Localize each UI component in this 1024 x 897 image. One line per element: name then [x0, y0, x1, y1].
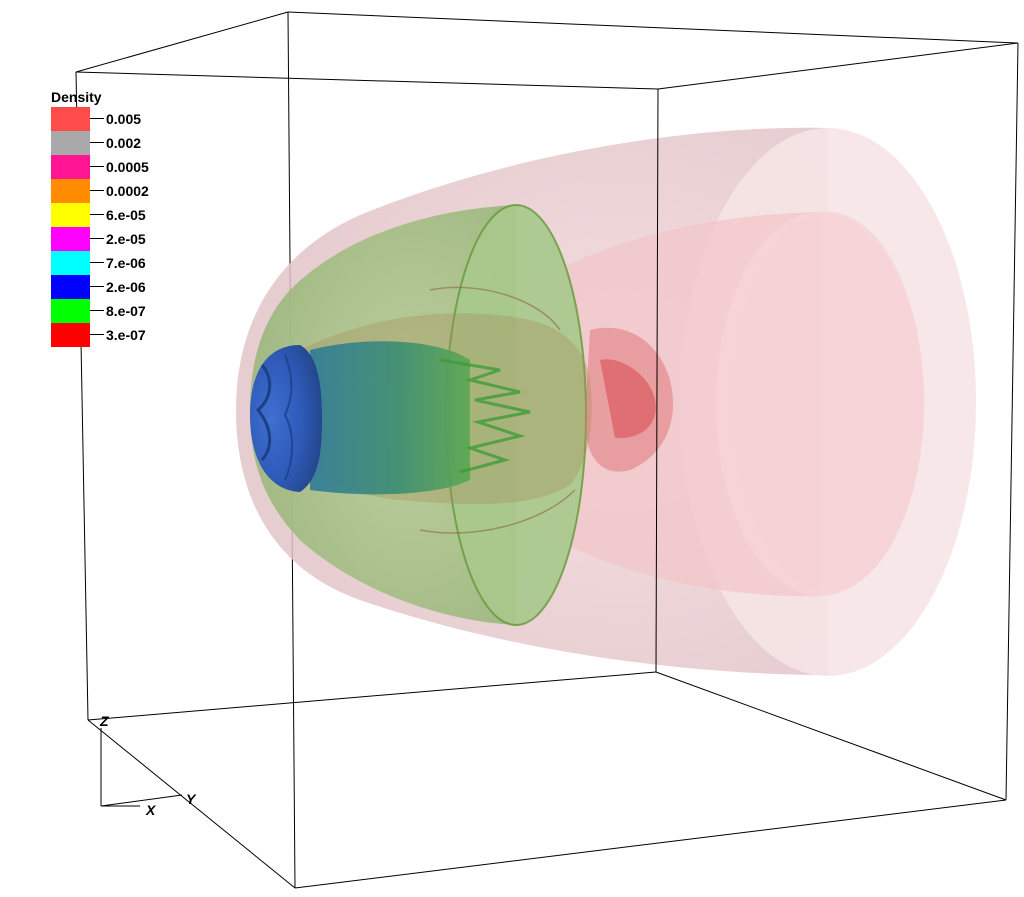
legend-tick [90, 190, 104, 191]
legend-label: 6.e-05 [106, 207, 146, 223]
legend-entry: 2.e-06 [50, 275, 190, 299]
legend-swatch [51, 155, 90, 179]
legend-label: 3.e-07 [106, 327, 146, 343]
legend-entry: 3.e-07 [50, 323, 190, 347]
legend-swatch [51, 107, 90, 131]
legend-entries: 0.005 0.002 0.0005 0.0002 6.e-05 2.e-05 7.e-06… [50, 107, 190, 347]
legend-swatch [51, 227, 90, 251]
bounding-box-front [75, 42, 1019, 889]
legend-tick [90, 166, 104, 167]
legend-label: 0.0005 [106, 159, 149, 175]
legend-label: 8.e-07 [106, 303, 146, 319]
legend-label: 2.e-05 [106, 231, 146, 247]
legend-label: 0.005 [106, 111, 142, 127]
legend-label: 0.002 [106, 135, 142, 151]
legend-swatch [51, 179, 90, 203]
axis-label-y: Y [186, 791, 196, 807]
legend-entry: 6.e-05 [50, 203, 190, 227]
legend-swatch [51, 203, 90, 227]
legend-swatch [51, 323, 90, 347]
legend-label: 0.0002 [106, 183, 149, 199]
legend-entry: 0.002 [50, 131, 190, 155]
legend-tick [90, 334, 104, 335]
legend-entry: 8.e-07 [50, 299, 190, 323]
legend-tick [90, 262, 104, 263]
legend-title: Density [51, 89, 102, 105]
legend-label: 7.e-06 [106, 255, 146, 271]
legend-swatch [51, 251, 90, 275]
legend-entry: 0.005 [50, 107, 190, 131]
legend-label: 2.e-06 [106, 279, 146, 295]
density-legend: Density 0.005 0.002 0.0005 0.0002 6.e-05 2.e-… [50, 87, 190, 347]
legend-tick [90, 214, 104, 215]
legend-swatch [51, 275, 90, 299]
legend-entry: 7.e-06 [50, 251, 190, 275]
jet-head [250, 341, 531, 495]
legend-entry: 2.e-05 [50, 227, 190, 251]
legend-entry: 0.0005 [50, 155, 190, 179]
legend-swatch [51, 299, 90, 323]
axis-label-x: X [146, 802, 156, 818]
legend-tick [90, 286, 104, 287]
orientation-axes [100, 728, 183, 807]
legend-tick [90, 118, 104, 119]
legend-tick [90, 238, 104, 239]
legend-entry: 0.0002 [50, 179, 190, 203]
axis-label-z: Z [100, 713, 109, 729]
legend-swatch [51, 131, 90, 155]
legend-tick [90, 310, 104, 311]
legend-tick [90, 142, 104, 143]
